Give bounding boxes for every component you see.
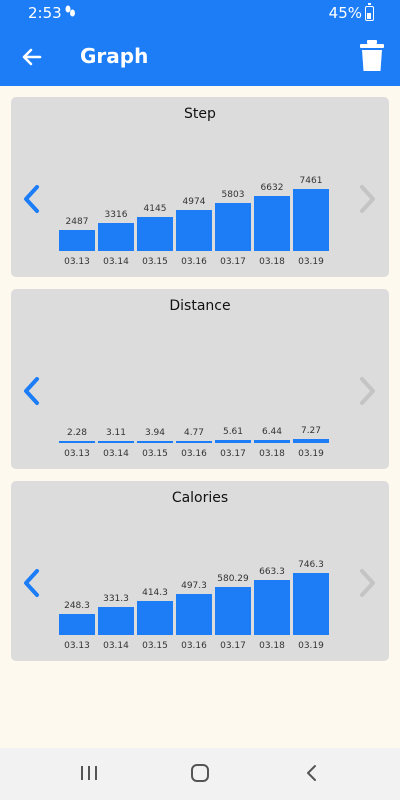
date-tick-label: 03.17 [220, 641, 246, 651]
date-tick-label: 03.17 [220, 257, 246, 267]
bar-value-label: 746.3 [298, 560, 324, 570]
chevron-left-icon[interactable] [21, 182, 43, 216]
bar-value-label: 248.3 [64, 601, 90, 612]
chart-bar [59, 230, 95, 251]
bar-value-label: 414.3 [142, 587, 168, 598]
chart-bar [137, 600, 173, 635]
battery-icon [365, 3, 374, 21]
chart-bar [215, 440, 251, 443]
chevron-right-icon[interactable] [356, 374, 378, 408]
date-tick-label: 03.13 [64, 449, 90, 459]
date-tick-label: 03.18 [259, 257, 285, 267]
date-tick-label: 03.18 [259, 641, 285, 651]
bar-value-label: 4145 [143, 203, 167, 214]
arrow-back-icon[interactable] [18, 43, 46, 71]
chart-title: Step [184, 106, 216, 122]
home-icon[interactable] [189, 762, 211, 784]
chart-bar [98, 441, 134, 443]
chart-bar [254, 195, 290, 251]
trash-icon[interactable] [358, 39, 386, 73]
date-tick-label: 03.13 [64, 257, 90, 267]
chart-bar [98, 607, 134, 635]
status-time: 2:53 [28, 4, 62, 22]
date-tick-label: 03.14 [103, 257, 129, 267]
chart-bar [176, 593, 212, 635]
chart-bar [137, 440, 173, 443]
bar-value-label: 6.44 [261, 426, 283, 437]
calories-chart-card: Calories 248.3 03.13 331.3 03.14 414.3 03.15 4… [11, 481, 389, 661]
date-tick-label: 03.15 [142, 641, 168, 651]
chart-bar [293, 189, 329, 251]
bar-value-label: 3.94 [144, 427, 166, 438]
date-tick-label: 03.15 [142, 449, 168, 459]
date-tick-label: 03.16 [181, 641, 207, 651]
chart-bar [215, 586, 251, 635]
chart-bar [293, 439, 329, 443]
date-tick-label: 03.19 [298, 257, 324, 267]
bar-value-label: 3.11 [105, 428, 127, 438]
date-tick-label: 03.13 [64, 641, 90, 651]
chart-bar [254, 579, 290, 635]
date-tick-label: 03.19 [298, 449, 324, 459]
bar-chart: 248.3 03.13 331.3 03.14 414.3 03.15 497.3 03.16… [59, 481, 329, 661]
system-nav-bar [0, 748, 400, 800]
bar-value-label: 4.77 [183, 427, 205, 438]
bar-value-label: 2487 [65, 217, 89, 228]
date-tick-label: 03.14 [103, 641, 129, 651]
chevron-left-icon[interactable] [21, 374, 43, 408]
bar-value-label: 7461 [299, 176, 323, 186]
date-tick-label: 03.18 [259, 449, 285, 459]
chevron-right-icon[interactable] [356, 182, 378, 216]
chevron-right-icon[interactable] [356, 566, 378, 600]
app-bar: Graph [0, 28, 400, 86]
chart-bar [137, 216, 173, 251]
back-icon[interactable] [301, 762, 323, 784]
bar-value-label: 4974 [182, 196, 206, 207]
chart-bar [254, 439, 290, 443]
step-chart-card: Step 2487 03.13 3316 03.14 4145 03.15 4974 03.1… [11, 97, 389, 277]
date-tick-label: 03.17 [220, 449, 246, 459]
battery-percent: 45% [328, 4, 362, 22]
bar-value-label: 5803 [221, 189, 245, 200]
date-tick-label: 03.19 [298, 641, 324, 651]
bar-chart: 2487 03.13 3316 03.14 4145 03.15 4974 03.16 5803… [59, 97, 329, 277]
bar-value-label: 663.3 [259, 566, 285, 577]
chart-title: Calories [171, 490, 229, 506]
bar-value-label: 7.27 [300, 426, 322, 437]
bar-value-label: 2.28 [66, 428, 88, 438]
chart-bar [176, 440, 212, 443]
bar-chart: 2.28 03.13 3.11 03.14 3.94 03.15 4.77 03.16 5.61… [59, 289, 329, 469]
status-bar: 2:53 45% [0, 0, 400, 28]
page-title: Graph [80, 44, 149, 68]
bar-value-label: 3316 [104, 210, 128, 221]
chart-bar [59, 614, 95, 635]
date-tick-label: 03.16 [181, 257, 207, 267]
chart-bar [293, 573, 329, 635]
chart-bar [59, 441, 95, 443]
chart-bar [215, 202, 251, 251]
chart-bar [176, 209, 212, 251]
distance-chart-card: Distance 2.28 03.13 3.11 03.14 3.94 03.15 4.77… [11, 289, 389, 469]
bar-value-label: 331.3 [103, 594, 129, 605]
recent-apps-icon[interactable] [78, 762, 100, 784]
bar-value-label: 580.29 [217, 573, 249, 584]
date-tick-label: 03.16 [181, 449, 207, 459]
footprint-icon [64, 5, 76, 23]
bar-value-label: 497.3 [181, 580, 207, 591]
date-tick-label: 03.15 [142, 257, 168, 267]
chart-bar [98, 223, 134, 251]
bar-value-label: 6632 [260, 182, 284, 193]
chevron-left-icon[interactable] [21, 566, 43, 600]
chart-title: Distance [169, 298, 231, 314]
bar-value-label: 5.61 [222, 427, 244, 438]
date-tick-label: 03.14 [103, 449, 129, 459]
